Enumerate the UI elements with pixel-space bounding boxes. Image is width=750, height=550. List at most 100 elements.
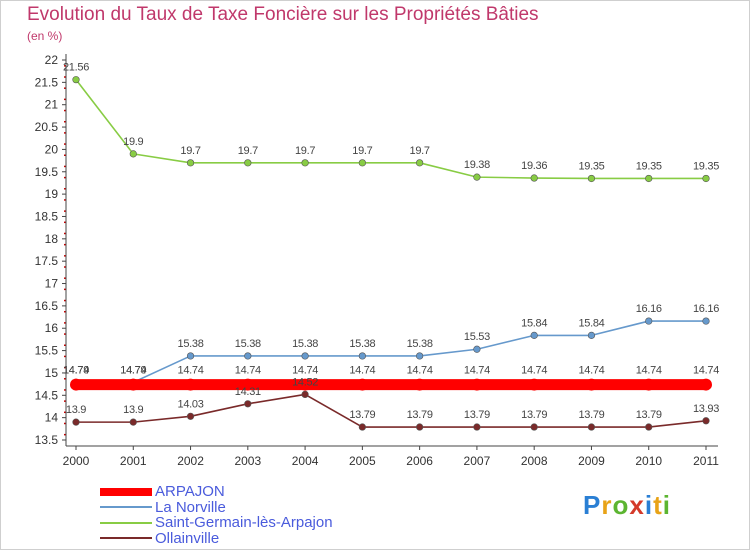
y-minor-tick [64, 288, 66, 291]
y-minor-tick [64, 355, 66, 358]
data-label: 19.7 [180, 145, 200, 157]
data-label: 14.74 [349, 365, 375, 377]
y-minor-tick [64, 422, 66, 425]
data-label: 16.16 [693, 303, 719, 315]
data-point [356, 378, 369, 391]
legend-swatch [100, 521, 152, 524]
y-minor-tick [64, 411, 66, 414]
y-minor-tick [64, 188, 66, 190]
chart-data-labels: 14.74 14.74 14.74 14.74 14.74 14.74 14.74 14.74… [63, 62, 720, 421]
legend-item: Ollainville [100, 529, 333, 547]
data-point [72, 76, 80, 84]
data-label: 14.74 [464, 365, 490, 377]
data-label: 14.74 [407, 365, 433, 377]
data-label: 13.79 [349, 409, 375, 421]
data-label: 19.35 [578, 160, 604, 172]
data-label: 21.56 [63, 62, 89, 74]
data-label: 13.79 [578, 409, 604, 421]
y-minor-tick [64, 322, 66, 324]
data-point [186, 352, 195, 360]
y-minor-tick [64, 154, 66, 156]
data-label: 13.79 [407, 409, 433, 421]
logo-letter: r [601, 490, 613, 520]
y-tick-label: 14 [45, 411, 59, 425]
y-minor-tick [64, 210, 66, 212]
data-label: 14.74 [521, 365, 547, 377]
data-point [299, 378, 312, 391]
data-point [642, 378, 655, 391]
series-line [75, 320, 707, 384]
y-tick-label: 20 [45, 142, 59, 156]
data-label: 14.79 [63, 364, 89, 376]
data-point [645, 174, 653, 183]
chart-series [70, 76, 712, 431]
y-tick-label: 19 [45, 187, 59, 201]
legend-swatch [100, 487, 152, 496]
data-label: 15.53 [464, 331, 490, 343]
legend-swatch [100, 506, 152, 509]
logo-letter: x [629, 490, 645, 520]
data-label: 14.74 [120, 365, 146, 377]
y-minor-tick [64, 433, 66, 436]
legend-label: Ollainville [155, 529, 220, 547]
data-point [702, 417, 710, 425]
data-label: 14.31 [235, 386, 261, 398]
data-point [70, 378, 82, 391]
y-minor-tick [64, 389, 66, 391]
data-label: 19.38 [464, 159, 490, 171]
logo-letter: i [662, 490, 671, 520]
data-point [702, 317, 710, 325]
y-tick-label: 15 [45, 366, 59, 380]
data-label: 19.35 [636, 160, 662, 172]
y-minor-tick [64, 333, 66, 335]
data-point [587, 174, 596, 183]
y-minor-tick [64, 366, 66, 369]
x-tick-label: 2008 [521, 454, 548, 468]
y-minor-tick [64, 243, 66, 246]
data-point [127, 378, 140, 391]
y-minor-tick [64, 378, 66, 380]
data-point [473, 345, 481, 353]
y-minor-tick [64, 299, 66, 302]
series-line [75, 393, 707, 428]
logo-letter: P [583, 490, 602, 520]
data-point [416, 352, 424, 360]
data-label: 19.7 [410, 145, 430, 157]
data-point [413, 378, 426, 391]
data-point [416, 423, 424, 431]
logo-letter: i [644, 490, 654, 520]
data-label: 14.74 [63, 365, 89, 377]
y-minor-tick [64, 98, 66, 101]
data-label: 15.38 [235, 338, 261, 350]
y-tick-label: 20.5 [35, 120, 59, 134]
logo-letter: t [653, 490, 663, 520]
y-tick-label: 13.5 [35, 433, 59, 447]
y-minor-tick [64, 266, 66, 268]
data-point [587, 423, 596, 431]
data-point [645, 317, 653, 325]
legend-label: ARPAJON [155, 483, 225, 501]
data-label: 15.84 [578, 317, 604, 329]
y-minor-tick [64, 255, 66, 257]
data-point [184, 378, 197, 391]
x-tick-label: 2002 [177, 454, 204, 468]
proxiti-logo: Proxiti [583, 490, 671, 521]
x-tick-label: 2003 [234, 454, 261, 468]
y-tick-label: 16.5 [35, 299, 59, 313]
y-tick-label: 21 [45, 98, 59, 112]
data-label: 16.16 [636, 303, 662, 315]
data-point [645, 423, 653, 431]
y-minor-tick [64, 143, 66, 145]
data-label: 15.38 [349, 338, 375, 350]
chart-axes: 13.5 14 14.5 15 15.5 16 16.5 17 17.5 18 18.5 19 19.5… [35, 53, 720, 468]
x-tick-label: 2004 [292, 454, 319, 468]
legend-swatch [100, 537, 152, 540]
data-point [129, 150, 137, 158]
y-minor-tick [64, 165, 66, 168]
y-minor-tick [64, 199, 66, 201]
data-label: 14.74 [636, 365, 662, 377]
data-label: 14.74 [693, 365, 719, 377]
x-tick-label: 2001 [120, 454, 147, 468]
y-minor-tick [64, 310, 66, 313]
